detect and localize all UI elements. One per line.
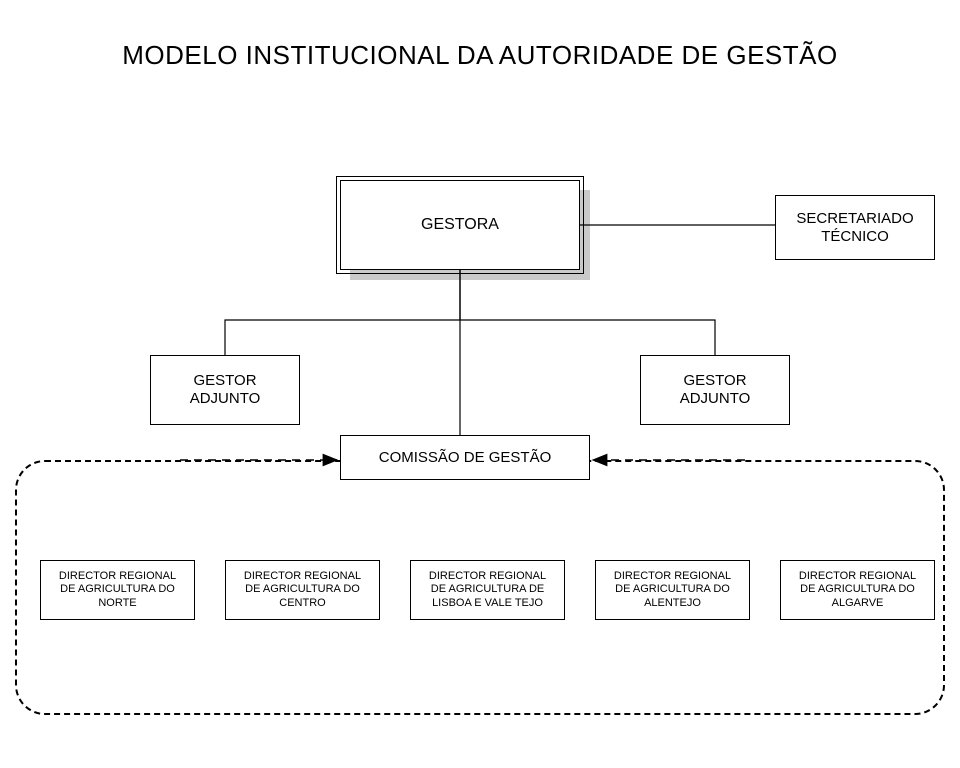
node-director-algarve: DIRECTOR REGIONALDE AGRICULTURA DOALGARV… xyxy=(780,560,935,620)
node-comissao-label: COMISSÃO DE GESTÃO xyxy=(379,449,552,467)
node-secretariado: SECRETARIADOTÉCNICO xyxy=(775,195,935,260)
node-director-alentejo: DIRECTOR REGIONALDE AGRICULTURA DOALENTE… xyxy=(595,560,750,620)
node-director-algarve-label: DIRECTOR REGIONALDE AGRICULTURA DOALGARV… xyxy=(799,570,916,610)
node-director-norte: DIRECTOR REGIONALDE AGRICULTURA DONORTE xyxy=(40,560,195,620)
node-director-centro: DIRECTOR REGIONALDE AGRICULTURA DOCENTRO xyxy=(225,560,380,620)
node-comissao: COMISSÃO DE GESTÃO xyxy=(340,435,590,480)
node-secretariado-label: SECRETARIADOTÉCNICO xyxy=(796,210,913,246)
node-gestora-label: GESTORA xyxy=(421,215,499,234)
node-director-norte-label: DIRECTOR REGIONALDE AGRICULTURA DONORTE xyxy=(59,570,176,610)
node-director-lisboa: DIRECTOR REGIONALDE AGRICULTURA DELISBOA… xyxy=(410,560,565,620)
org-chart-canvas: MODELO INSTITUCIONAL DA AUTORIDADE DE GE… xyxy=(0,0,960,768)
node-director-lisboa-label: DIRECTOR REGIONALDE AGRICULTURA DELISBOA… xyxy=(429,570,546,610)
node-director-alentejo-label: DIRECTOR REGIONALDE AGRICULTURA DOALENTE… xyxy=(614,570,731,610)
chart-title: MODELO INSTITUCIONAL DA AUTORIDADE DE GE… xyxy=(0,40,960,71)
node-gestor-adjunto-right: GESTORADJUNTO xyxy=(640,355,790,425)
node-gestor-adjunto-left: GESTORADJUNTO xyxy=(150,355,300,425)
node-director-centro-label: DIRECTOR REGIONALDE AGRICULTURA DOCENTRO xyxy=(244,570,361,610)
node-gestora: GESTORA xyxy=(340,180,580,270)
node-gestor-adjunto-right-label: GESTORADJUNTO xyxy=(680,372,751,408)
node-gestor-adjunto-left-label: GESTORADJUNTO xyxy=(190,372,261,408)
